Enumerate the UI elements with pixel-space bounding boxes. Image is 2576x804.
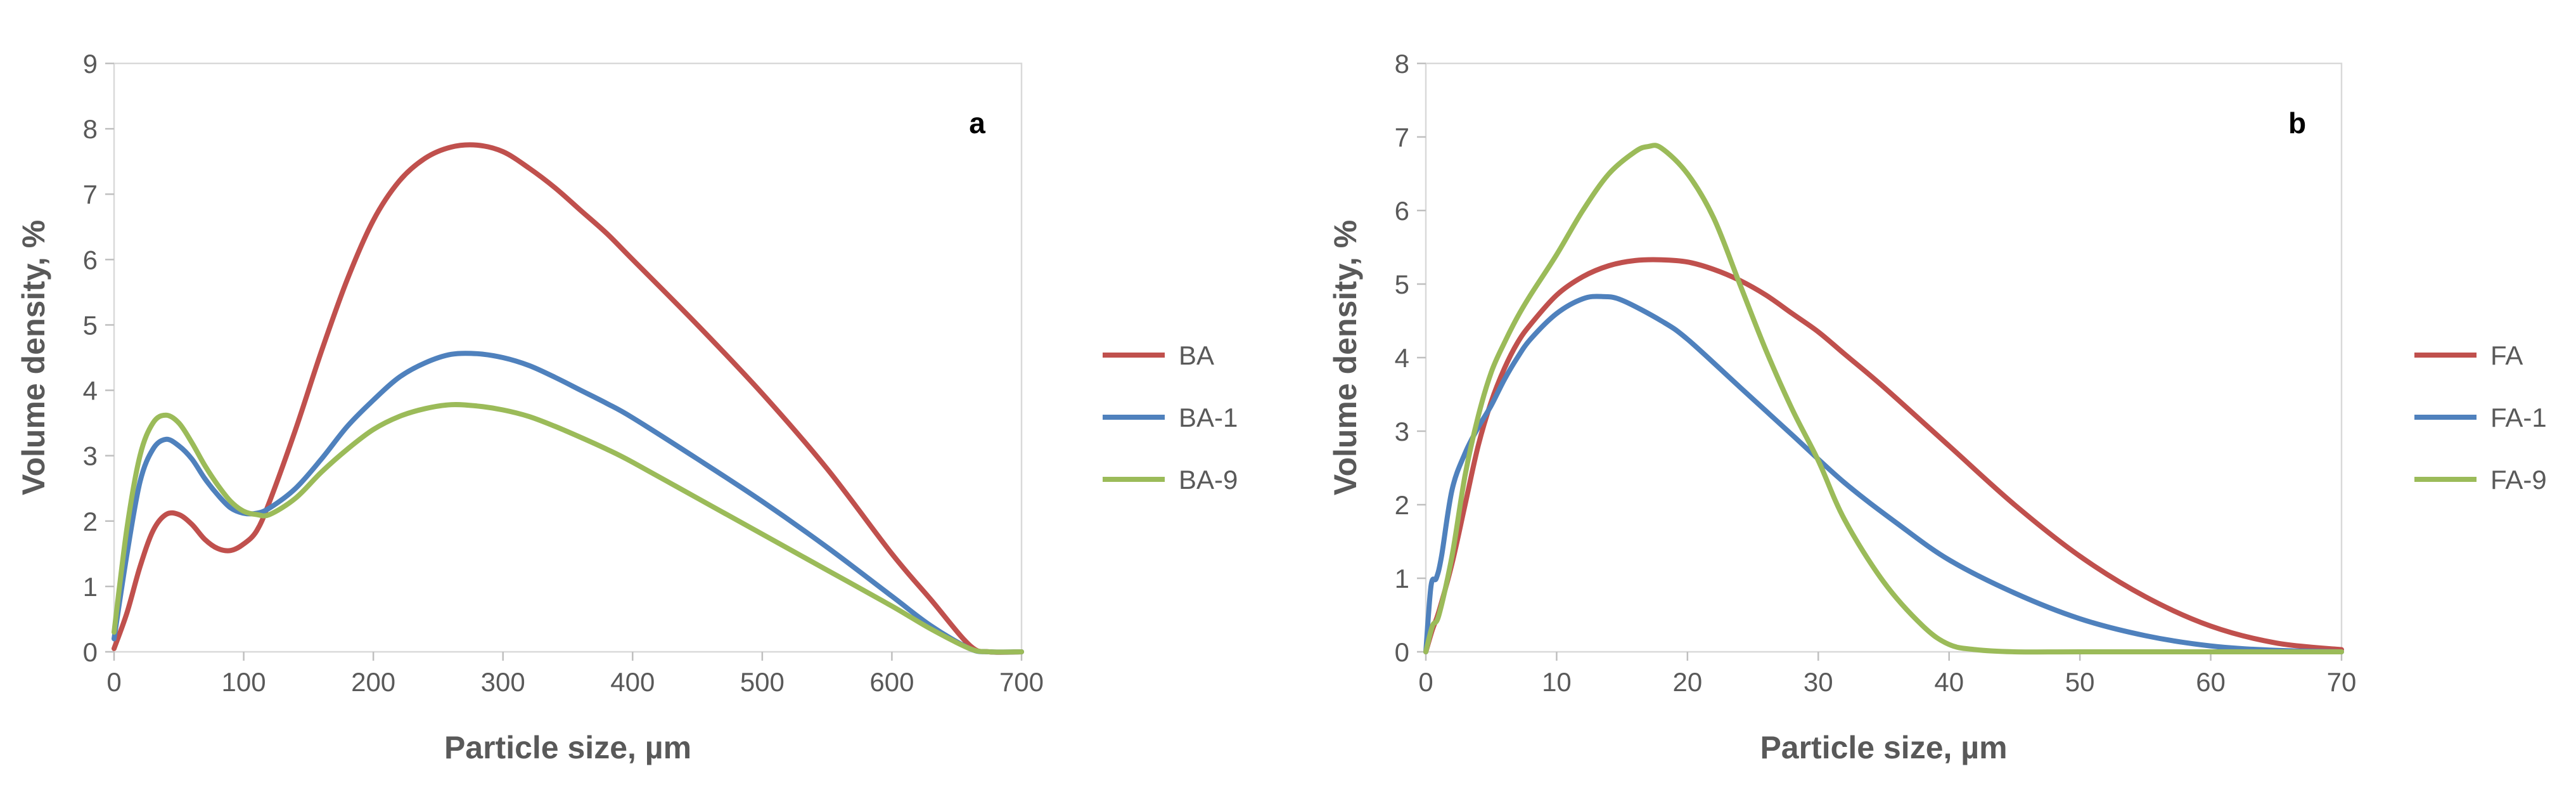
y-tick-label: 8 xyxy=(83,114,98,144)
panel-label: b xyxy=(2288,107,2306,139)
y-tick-label: 6 xyxy=(83,245,98,275)
x-tick-label: 20 xyxy=(1672,667,1702,697)
y-tick-label: 0 xyxy=(83,637,98,667)
y-tick-label: 3 xyxy=(83,441,98,471)
series-line-fa xyxy=(1423,257,2344,654)
y-tick-label: 3 xyxy=(1395,417,1409,446)
x-tick-label: 50 xyxy=(2065,667,2095,697)
chart-panel-b: 0 1 2 3 4 5 6 7 8 0 10 20 30 40 50 60 70 Particle size, µ… xyxy=(1328,49,2547,765)
x-axis-title: Particle size, µm xyxy=(444,730,691,765)
chart-panel-a: 0 1 2 3 4 5 6 7 8 9 0 100 200 300 400 500 600 700 Particle… xyxy=(16,49,1238,765)
x-tick-label: 600 xyxy=(869,667,914,697)
y-tick-label: 0 xyxy=(1395,637,1409,667)
x-tick-label: 30 xyxy=(1804,667,1833,697)
y-tick-label: 6 xyxy=(1395,196,1409,226)
legend-label-ba: BA xyxy=(1179,340,1214,370)
x-axis-title: Particle size, µm xyxy=(1760,730,2007,765)
y-tick-label: 4 xyxy=(83,376,98,406)
legend-label-fa-9: FA-9 xyxy=(2490,465,2547,495)
series-line-ba-1 xyxy=(112,351,1024,655)
x-tick-label: 70 xyxy=(2327,667,2357,697)
x-tick-label: 500 xyxy=(740,667,785,697)
y-tick-label: 5 xyxy=(1395,269,1409,299)
legend-label-ba-1: BA-1 xyxy=(1179,403,1238,432)
x-tick-label: 400 xyxy=(610,667,655,697)
y-tick-label: 9 xyxy=(83,49,98,79)
x-tick-label: 0 xyxy=(1418,667,1433,697)
series-line-fa-1 xyxy=(1423,294,2344,654)
x-tick-label: 60 xyxy=(2196,667,2226,697)
y-tick-label: 2 xyxy=(1395,490,1409,520)
legend-label-ba-9: BA-9 xyxy=(1179,465,1238,495)
y-tick-label: 1 xyxy=(1395,564,1409,593)
x-tick-label: 100 xyxy=(222,667,266,697)
x-tick-label: 700 xyxy=(999,667,1044,697)
series-line-ba-9 xyxy=(112,402,1024,655)
y-axis-title: Volume density, % xyxy=(1328,220,1363,495)
panel-label: a xyxy=(969,107,985,139)
y-tick-label: 7 xyxy=(83,179,98,209)
y-tick-label: 8 xyxy=(1395,49,1409,79)
x-tick-label: 200 xyxy=(351,667,395,697)
series-line-fa-9 xyxy=(1423,143,2344,655)
plot-area-frame xyxy=(1425,62,2343,653)
x-tick-label: 40 xyxy=(1934,667,1964,697)
y-tick-label: 1 xyxy=(83,572,98,602)
y-tick-label: 4 xyxy=(1395,343,1409,373)
x-tick-label: 0 xyxy=(106,667,121,697)
legend-label-fa-1: FA-1 xyxy=(2490,403,2547,432)
x-tick-label: 10 xyxy=(1542,667,1572,697)
y-tick-label: 5 xyxy=(83,310,98,340)
x-tick-label: 300 xyxy=(481,667,525,697)
series-line-ba xyxy=(112,142,1024,655)
plot-area-frame xyxy=(113,62,1023,653)
legend-label-fa: FA xyxy=(2490,340,2523,370)
y-tick-label: 7 xyxy=(1395,122,1409,152)
y-tick-label: 2 xyxy=(83,507,98,536)
y-axis-title: Volume density, % xyxy=(16,220,51,495)
